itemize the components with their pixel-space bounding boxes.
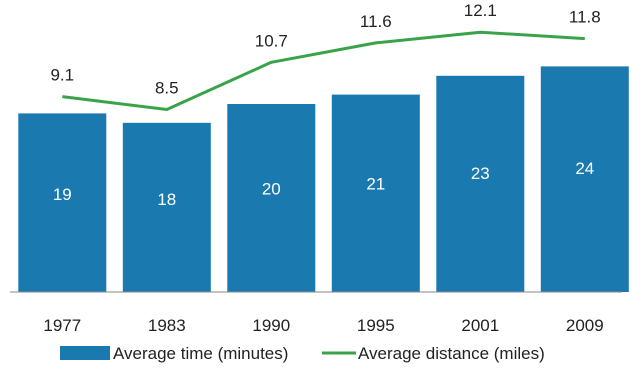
bar-value-label-1977: 19 <box>53 185 72 204</box>
line-value-label-1990: 10.7 <box>255 31 288 50</box>
bar-1983 <box>122 122 211 292</box>
line-series-group: 9.1 8.5 10.7 11.6 12.1 11.8 <box>50 1 601 111</box>
x-tick-label-1983: 1983 <box>148 316 186 335</box>
x-tick-label-1977: 1977 <box>43 316 81 335</box>
x-tick-label-1990: 1990 <box>252 316 290 335</box>
bar-value-label-1990: 20 <box>262 180 281 199</box>
bar-value-label-2009: 24 <box>575 159 594 178</box>
bar-value-label-2001: 23 <box>471 164 490 183</box>
legend-bar-swatch <box>60 346 110 360</box>
x-tick-label-2001: 2001 <box>461 316 499 335</box>
line-value-label-2009: 11.8 <box>569 8 601 27</box>
line-value-label-1983: 8.5 <box>155 79 179 98</box>
x-tick-label-2009: 2009 <box>566 316 604 335</box>
bar-1977 <box>18 113 107 293</box>
x-tick-labels: 1977 1983 1990 1995 2001 2009 <box>43 316 603 335</box>
x-tick-label-1995: 1995 <box>357 316 395 335</box>
bars-group: 19 18 20 21 23 24 <box>18 66 629 293</box>
legend: Average time (minutes) Average distance … <box>60 344 545 363</box>
line-average-distance <box>62 30 585 111</box>
bar-2009 <box>540 66 629 293</box>
line-value-label-1995: 11.6 <box>360 12 392 31</box>
bar-value-label-1983: 18 <box>157 190 176 209</box>
line-value-label-2001: 12.1 <box>464 1 497 20</box>
bar-2001 <box>436 75 525 292</box>
bar-1995 <box>331 94 420 292</box>
bar-value-label-1995: 21 <box>366 174 385 193</box>
legend-bar-label: Average time (minutes) <box>113 344 288 363</box>
line-value-label-1977: 9.1 <box>50 66 74 85</box>
legend-line-label: Average distance (miles) <box>358 344 545 363</box>
bar-1990 <box>227 104 316 292</box>
